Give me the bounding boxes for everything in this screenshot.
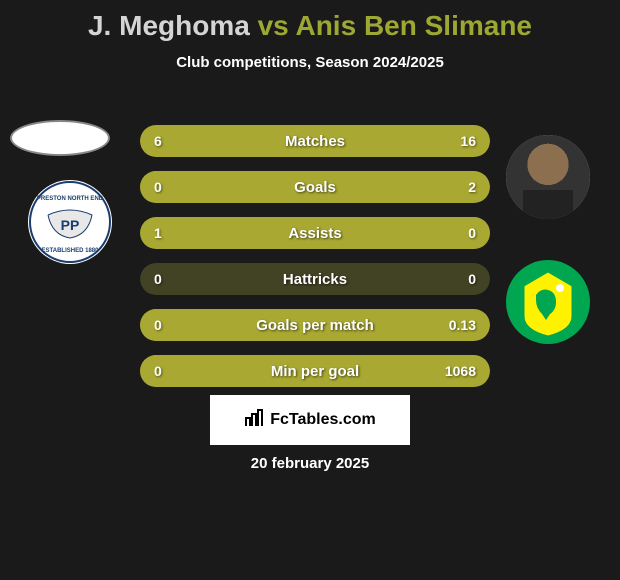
stat-label: Min per goal	[140, 363, 490, 380]
logo-text: FcTables.com	[270, 411, 376, 429]
date-text: 20 february 2025	[0, 455, 620, 472]
player-right-avatar	[506, 135, 590, 219]
stat-row: 00Hattricks	[140, 263, 490, 295]
stat-row: 00.13Goals per match	[140, 309, 490, 341]
fctables-logo[interactable]: FcTables.com	[210, 395, 410, 445]
player-right-name: Anis Ben Slimane	[295, 10, 532, 41]
comparison-title: J. Meghoma vs Anis Ben Slimane	[0, 0, 620, 42]
club-right-crest	[506, 260, 590, 344]
norwich-crest-icon	[506, 260, 590, 344]
stat-label: Assists	[140, 225, 490, 242]
preston-crest-icon: PRESTON NORTH END PP ESTABLISHED 1880	[28, 180, 112, 264]
stat-label: Goals per match	[140, 317, 490, 334]
svg-text:PP: PP	[61, 217, 80, 233]
stat-label: Goals	[140, 179, 490, 196]
stat-row: 01068Min per goal	[140, 355, 490, 387]
stat-row: 616Matches	[140, 125, 490, 157]
vs-text: vs	[258, 10, 289, 41]
stat-label: Hattricks	[140, 271, 490, 288]
stat-row: 02Goals	[140, 171, 490, 203]
svg-text:PRESTON NORTH END: PRESTON NORTH END	[37, 196, 104, 202]
player-left-avatar	[10, 120, 110, 156]
stats-container: 616Matches 02Goals 10Assists 00Hattricks 00.…	[140, 125, 490, 401]
player-left-name: J. Meghoma	[88, 10, 250, 41]
subtitle: Club competitions, Season 2024/2025	[0, 54, 620, 71]
club-left-crest: PRESTON NORTH END PP ESTABLISHED 1880	[28, 180, 112, 264]
svg-text:ESTABLISHED 1880: ESTABLISHED 1880	[42, 248, 100, 254]
stat-row: 10Assists	[140, 217, 490, 249]
chart-icon	[244, 408, 264, 433]
player-photo-icon	[506, 135, 590, 219]
stat-label: Matches	[140, 133, 490, 150]
